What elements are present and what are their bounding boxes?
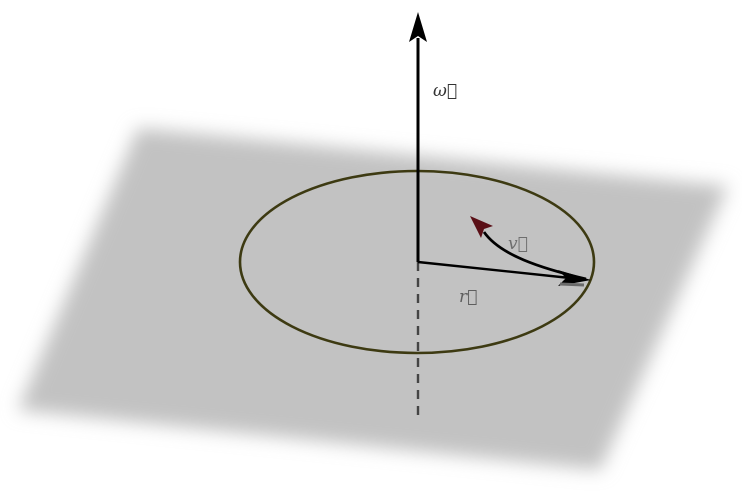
omega-label: ω⃗: [433, 81, 457, 101]
velocity-arrowhead: [470, 216, 493, 238]
velocity-label: v⃗: [508, 234, 528, 254]
radius-label: r⃗: [459, 287, 477, 307]
velocity-vector: [482, 231, 587, 281]
radius-arrowhead-shadow: [559, 282, 585, 287]
plane: [18, 128, 728, 470]
radius-vector: [417, 260, 571, 280]
omega-arrowhead: [409, 12, 427, 42]
